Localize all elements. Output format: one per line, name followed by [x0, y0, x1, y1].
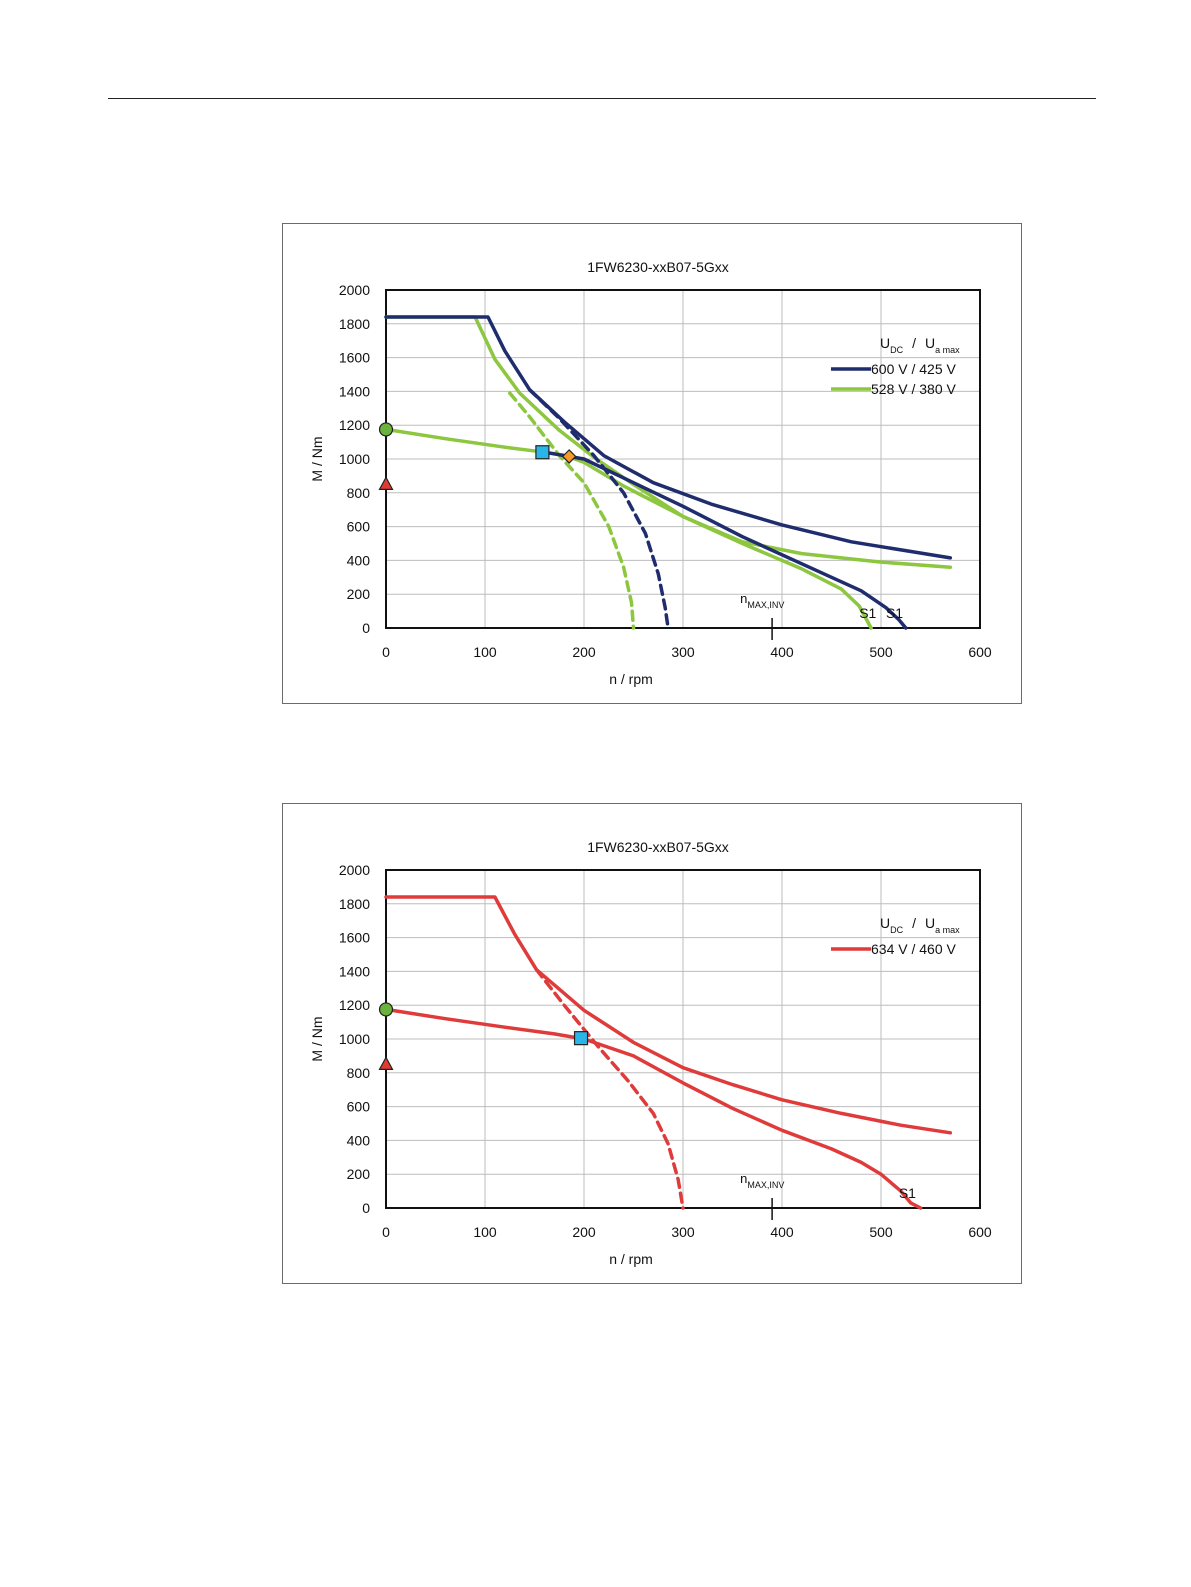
s1-label: S1	[899, 1185, 916, 1201]
n-max-inv-sub: MAX,INV	[747, 600, 784, 610]
legend-header-sep: /	[912, 335, 916, 351]
y-tick-label: 600	[347, 1099, 371, 1115]
y-tick-label: 600	[347, 519, 371, 535]
x-tick-label: 400	[770, 644, 794, 660]
y-tick-label: 1200	[339, 417, 370, 433]
y-axis-label: M / Nm	[309, 436, 325, 481]
marker-square	[535, 445, 550, 460]
x-tick-label: 600	[968, 1224, 992, 1240]
series-line-3	[534, 967, 685, 1210]
n-max-inv-label: nMAX,INV	[740, 591, 784, 610]
y-tick-label: 400	[347, 552, 371, 568]
torque-speed-chart-2: 1FW6230-xxB07-5Gxx 0 100 200 300 400 500 600 0 20…	[282, 803, 1022, 1284]
x-axis-label: n / rpm	[609, 1251, 653, 1267]
x-tick-label: 300	[671, 644, 695, 660]
plot-border	[385, 289, 981, 629]
y-tick-label: 1000	[339, 451, 370, 467]
legend-header: UDC / Ua max	[880, 335, 960, 355]
legend-header-sub2: a max	[935, 925, 960, 935]
y-tick-label: 0	[362, 620, 370, 636]
x-tick-label: 500	[869, 644, 893, 660]
x-tick-label: 400	[770, 1224, 794, 1240]
y-axis-label: M / Nm	[309, 1016, 325, 1061]
header-rule	[108, 98, 1096, 99]
y-tick-label: 2000	[339, 862, 370, 878]
x-tick-label: 300	[671, 1224, 695, 1240]
n-max-inv-main: n	[740, 1171, 747, 1186]
y-tick-label: 800	[347, 1065, 371, 1081]
legend-entry-label: 528 V / 380 V	[871, 381, 957, 397]
y-tick-label: 1800	[339, 896, 370, 912]
series-line-1	[384, 315, 953, 569]
y-tick-label: 1400	[339, 383, 370, 399]
series-line-4	[384, 315, 953, 560]
chart-2-svg: 1FW6230-xxB07-5Gxx 0 100 200 300 400 500 600 0 20…	[309, 839, 992, 1267]
series-line-3	[508, 391, 636, 630]
x-tick-label: 600	[968, 644, 992, 660]
marker-diamond	[561, 449, 577, 464]
marker-triangle	[378, 1056, 394, 1070]
legend-header-u2: U	[925, 915, 935, 931]
torque-speed-chart-1: 1FW6230-xxB07-5Gxx 0 100 200 300 400 500 600 0 20…	[282, 223, 1022, 704]
x-tick-label: 100	[473, 1224, 497, 1240]
series-line-2	[384, 427, 873, 630]
chart-title: 1FW6230-xxB07-5Gxx	[587, 259, 729, 275]
legend-header-sub1: DC	[890, 925, 903, 935]
y-tick-label: 0	[362, 1200, 370, 1216]
y-tick-label: 2000	[339, 282, 370, 298]
series-line-1	[384, 895, 953, 1135]
y-tick-label: 1800	[339, 316, 370, 332]
legend-header-u1: U	[880, 335, 890, 351]
marker-triangle	[378, 476, 394, 490]
legend-entry-label: 634 V / 460 V	[871, 941, 957, 957]
y-tick-label: 1600	[339, 350, 370, 366]
legend-entry-label: 600 V / 425 V	[871, 361, 957, 377]
y-tick-label: 1000	[339, 1031, 370, 1047]
s1-label: S1	[859, 605, 876, 621]
marker-circle	[378, 1002, 394, 1017]
series-line-5	[542, 450, 908, 630]
legend-header-sub2: a max	[935, 345, 960, 355]
n-max-inv-label: nMAX,INV	[740, 1171, 784, 1190]
n-max-inv-sub: MAX,INV	[747, 1180, 784, 1190]
grid	[385, 869, 981, 1209]
x-tick-label: 200	[572, 644, 596, 660]
x-tick-label: 100	[473, 644, 497, 660]
y-tick-label: 1200	[339, 997, 370, 1013]
x-tick-label: 0	[382, 644, 390, 660]
legend-header-sub1: DC	[890, 345, 903, 355]
marker-circle	[378, 422, 394, 437]
marker-square	[573, 1031, 589, 1046]
x-tick-label: 500	[869, 1224, 893, 1240]
y-tick-label: 800	[347, 485, 371, 501]
x-tick-label: 200	[572, 1224, 596, 1240]
legend-header: UDC / Ua max	[880, 915, 960, 935]
chart-title: 1FW6230-xxB07-5Gxx	[587, 839, 729, 855]
x-tick-label: 0	[382, 1224, 390, 1240]
legend-header-u1: U	[880, 915, 890, 931]
n-max-inv-main: n	[740, 591, 747, 606]
series-line-2	[384, 1007, 923, 1210]
grid	[385, 289, 981, 629]
chart-1-svg: 1FW6230-xxB07-5Gxx 0 100 200 300 400 500 600 0 20…	[309, 259, 992, 687]
legend-header-u2: U	[925, 335, 935, 351]
y-tick-label: 200	[347, 586, 371, 602]
legend-header-sep: /	[912, 915, 916, 931]
y-tick-label: 1600	[339, 930, 370, 946]
s1-label: S1	[886, 605, 903, 621]
y-tick-label: 200	[347, 1166, 371, 1182]
y-tick-label: 1400	[339, 963, 370, 979]
y-tick-label: 400	[347, 1132, 371, 1148]
series-line-6	[527, 387, 670, 630]
x-axis-label: n / rpm	[609, 671, 653, 687]
